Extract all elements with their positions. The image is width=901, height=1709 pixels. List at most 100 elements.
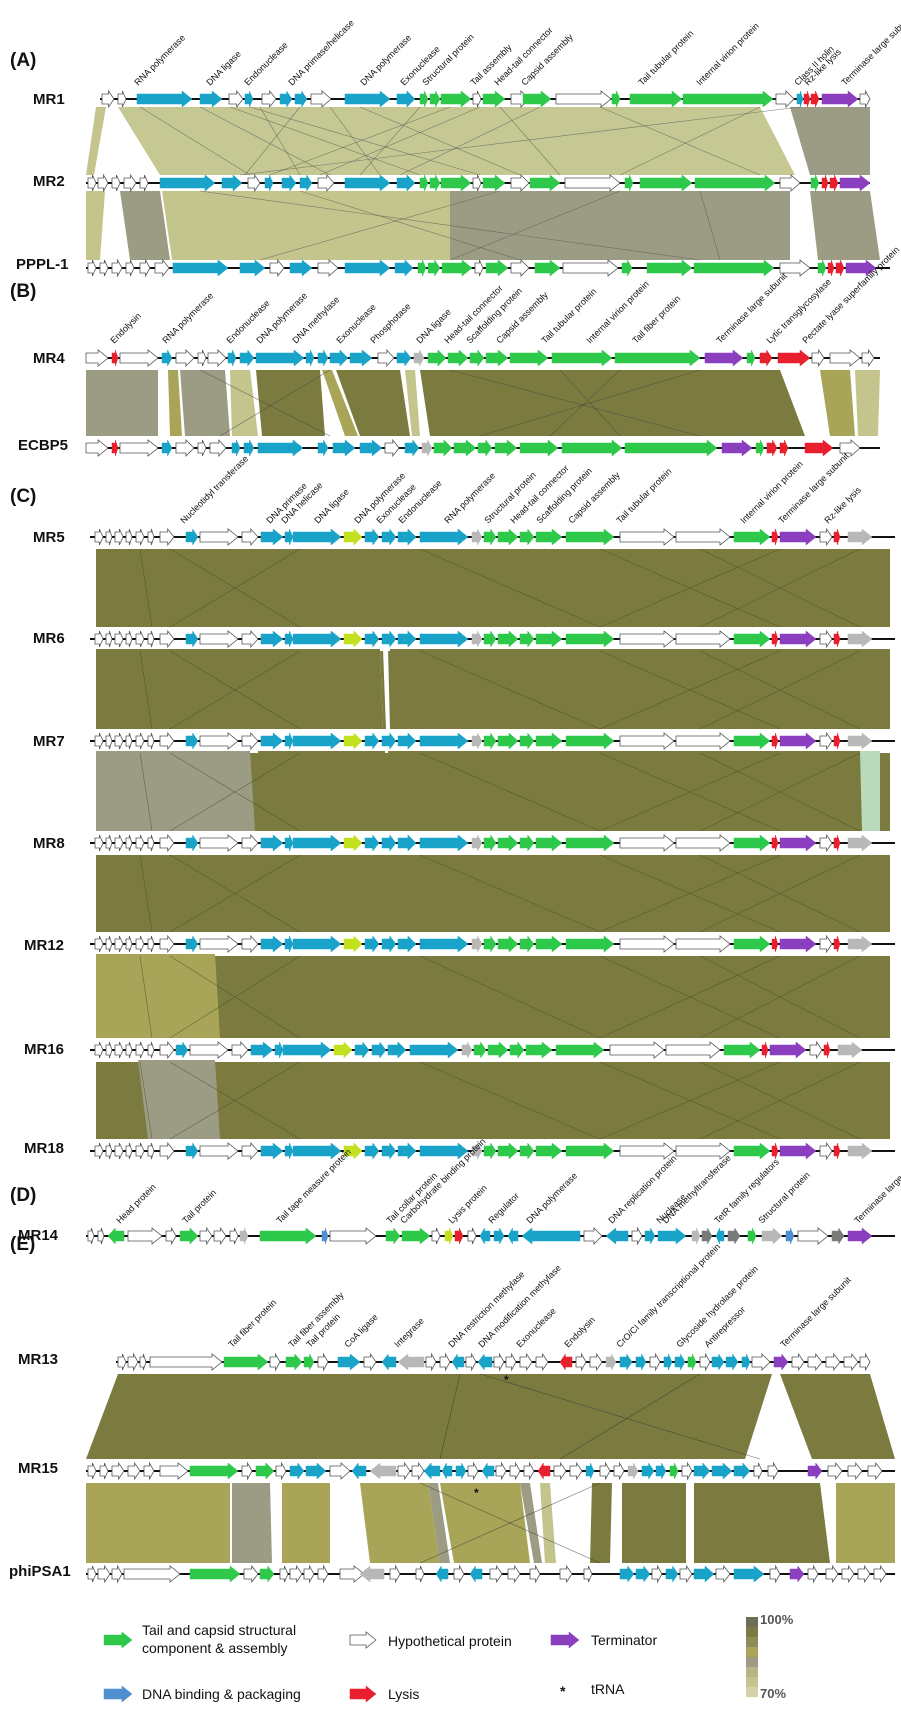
- gene-arrow: [396, 90, 416, 108]
- gene-arrow: [381, 1142, 397, 1160]
- gene-label-a: DNA primase/helicase: [286, 18, 356, 88]
- homology-band: [836, 1483, 895, 1563]
- gene-arrow: [343, 528, 363, 546]
- gene-arrow: [185, 528, 199, 546]
- homology-band: [790, 107, 870, 175]
- gene-arrow: [147, 1142, 155, 1160]
- gene-arrow: [343, 630, 363, 648]
- gene-arrow: [94, 1041, 104, 1059]
- gene-arrow: [199, 732, 239, 750]
- gene-arrow: [483, 630, 497, 648]
- gene-arrow: [675, 834, 731, 852]
- gene-arrow: [771, 935, 779, 953]
- gene-arrow: [85, 349, 109, 367]
- homology-crossline: [699, 854, 861, 933]
- gene-arrow: [807, 1462, 823, 1480]
- gene-label-d: Terminase large subunit: [852, 1150, 901, 1225]
- gene-arrow: [207, 349, 227, 367]
- gene-arrow: [292, 834, 342, 852]
- gene-arrow: [761, 1041, 769, 1059]
- homology-crossline: [319, 106, 481, 176]
- gene-arrow: [699, 1352, 711, 1372]
- gene-arrow: [819, 629, 833, 649]
- homology-band: [428, 1483, 450, 1563]
- gene-arrow: [747, 1227, 757, 1245]
- gene-arrow: [175, 349, 195, 367]
- homology-band: [282, 1483, 330, 1563]
- homology-crossline: [359, 106, 521, 176]
- gene-arrow: [796, 90, 804, 108]
- gene-arrow: [663, 1353, 673, 1371]
- gene-arrow: [111, 1461, 125, 1481]
- gene-label-a: Endonuclease: [242, 40, 289, 87]
- gene-arrow: [485, 259, 509, 277]
- gene-arrow: [419, 90, 429, 108]
- gene-arrow: [821, 174, 829, 192]
- gene-arrow: [589, 1352, 603, 1372]
- gene-arrow: [771, 528, 779, 546]
- gene-arrow: [641, 1462, 655, 1480]
- gene-label-a: RNA polymerase: [132, 33, 187, 88]
- gene-arrow: [147, 1041, 155, 1059]
- gene-arrow: [646, 259, 693, 277]
- gene-arrow: [701, 1227, 713, 1245]
- gene-arrow: [483, 732, 497, 750]
- gene-arrow: [627, 1462, 639, 1480]
- gene-arrow: [613, 1461, 625, 1481]
- gene-arrow: [727, 1227, 741, 1245]
- gene-arrow: [585, 1462, 595, 1480]
- legend-binding-arrow: [103, 1685, 133, 1703]
- gene-arrow: [785, 1227, 795, 1245]
- homology-band: [86, 1483, 230, 1563]
- gene-arrow: [337, 1353, 361, 1371]
- gene-arrow: [117, 90, 127, 108]
- gene-label-a: DNA ligase: [204, 49, 243, 88]
- homology-band: [388, 751, 860, 831]
- gene-arrow: [771, 834, 779, 852]
- gene-arrow: [111, 258, 123, 278]
- gene-arrow: [147, 935, 155, 953]
- gene-arrow: [845, 259, 877, 277]
- gene-arrow: [867, 1461, 883, 1481]
- gene-arrow: [489, 1564, 503, 1584]
- gene-arrow: [487, 1041, 509, 1059]
- track-pppl1: [86, 258, 890, 278]
- gene-arrow: [299, 174, 313, 192]
- gene-arrow: [803, 90, 811, 108]
- gene-arrow: [264, 174, 274, 192]
- homology-crossline: [479, 1373, 761, 1460]
- gene-arrow: [199, 935, 239, 953]
- gene-arrow: [143, 1461, 155, 1481]
- gene-label-d: Head protein: [114, 1182, 158, 1226]
- homology-band: [96, 954, 220, 1038]
- gene-arrow: [114, 834, 124, 852]
- gene-arrow: [135, 528, 145, 546]
- genome-tracks: [85, 89, 895, 1584]
- gene-arrow: [231, 439, 241, 457]
- gene-arrow: [239, 1227, 249, 1245]
- gene-arrow: [105, 630, 113, 648]
- gene-arrow: [455, 1462, 467, 1480]
- gene-arrow: [535, 732, 563, 750]
- gene-arrow: [629, 90, 683, 108]
- gene-arrow: [87, 1227, 95, 1245]
- gene-arrow: [123, 173, 137, 193]
- gene-arrow: [282, 1041, 332, 1059]
- gene-arrow: [364, 935, 380, 953]
- gene-arrow: [440, 90, 472, 108]
- gene-arrow: [185, 935, 199, 953]
- gene-arrow: [241, 527, 259, 547]
- scale-swatch: [746, 1627, 758, 1637]
- gene-arrow: [419, 528, 469, 546]
- homology-crossline: [139, 955, 153, 1039]
- track-mr6: [90, 629, 895, 649]
- gene-arrow: [419, 935, 469, 953]
- gene-arrow: [344, 90, 391, 108]
- gene-arrow: [519, 935, 535, 953]
- homology-band: [96, 751, 255, 831]
- gene-arrow: [635, 1353, 647, 1371]
- gene-arrow: [259, 1227, 317, 1245]
- gene-arrow: [691, 1227, 701, 1245]
- gene-arrow: [159, 1141, 175, 1161]
- homology-crossline: [199, 190, 701, 261]
